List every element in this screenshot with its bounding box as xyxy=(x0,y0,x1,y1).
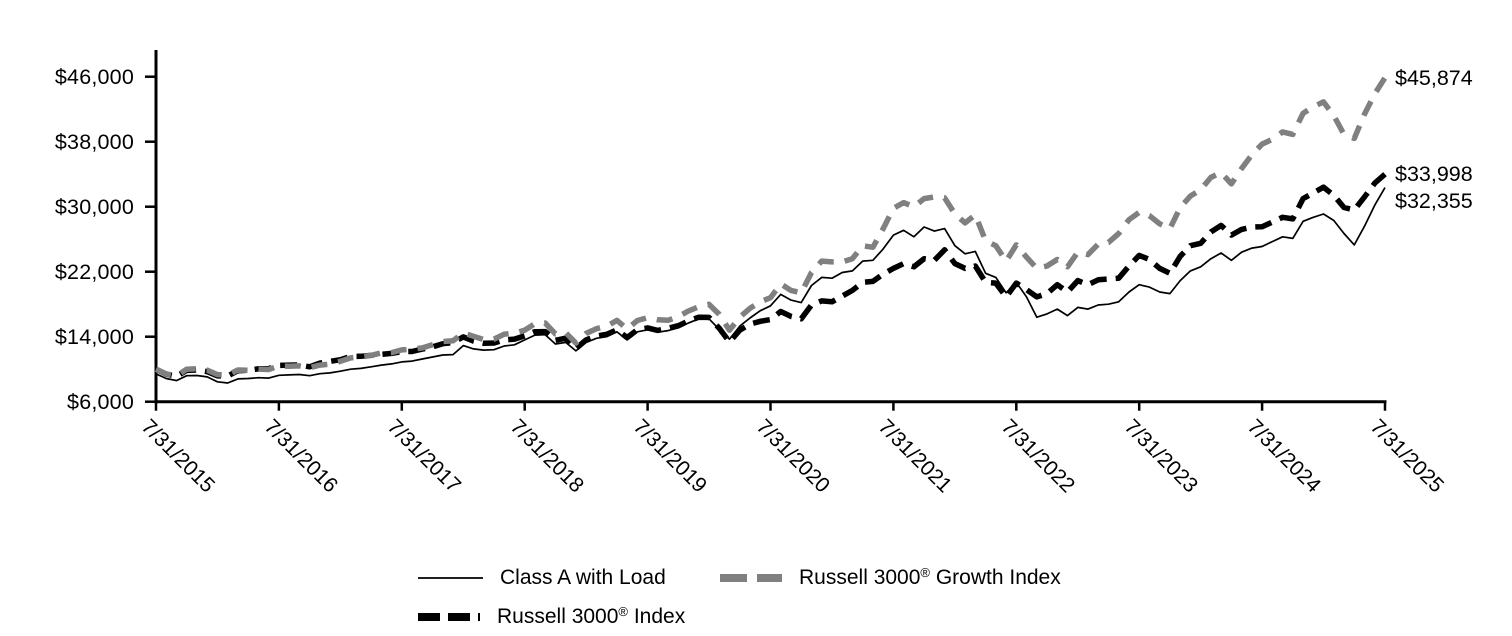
y-axis-label: $46,000 xyxy=(54,64,134,89)
y-axis-label: $14,000 xyxy=(54,324,134,349)
thin-solid-line-swatch xyxy=(418,577,483,579)
y-axis-label: $30,000 xyxy=(54,194,134,219)
black-dashed-line-swatch xyxy=(418,613,480,621)
legend-label: Russell 3000® Growth Index xyxy=(799,565,1061,589)
end-value-growth-index: $45,874 xyxy=(1395,65,1473,90)
legend-item-russell-3000-index: Russell 3000® Index xyxy=(418,604,685,630)
legend-label: Class A with Load xyxy=(500,566,666,589)
legend-item-class-a-with-load: Class A with Load xyxy=(418,565,666,591)
y-axis-label: $6,000 xyxy=(67,389,134,414)
y-axis-label: $22,000 xyxy=(54,259,134,284)
legend-label: Russell 3000® Index xyxy=(497,604,686,628)
gray-dashed-line-swatch xyxy=(720,574,782,582)
legend-item-russell-3000-growth-index: Russell 3000® Growth Index xyxy=(720,565,1061,591)
end-value-class-a-with-load: $32,355 xyxy=(1395,189,1473,214)
y-axis-label: $38,000 xyxy=(54,129,134,154)
end-value-russell-3000-index: $33,998 xyxy=(1395,162,1473,187)
